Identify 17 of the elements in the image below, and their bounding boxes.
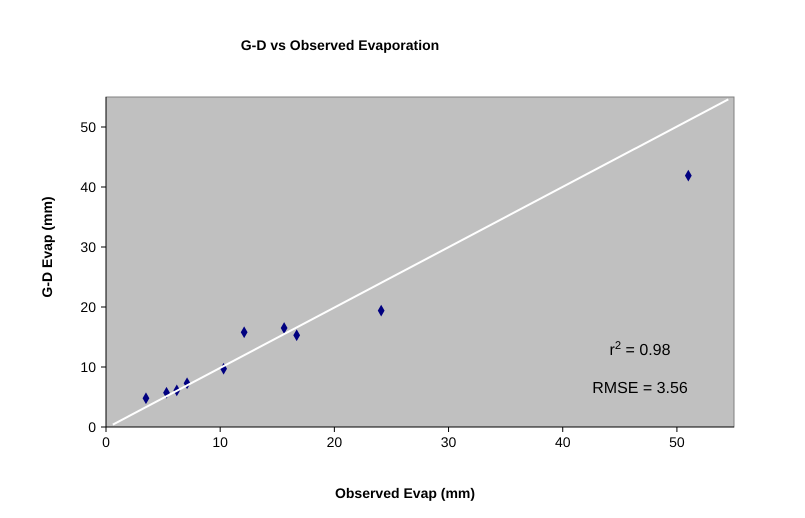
x-tick-label: 20: [326, 434, 342, 450]
y-axis-title: G-D Evap (mm): [39, 196, 55, 298]
chart-title: G-D vs Observed Evaporation: [240, 37, 440, 53]
x-tick-label: 10: [212, 434, 228, 450]
y-tick-label: 20: [80, 298, 96, 315]
x-tick-label: 30: [440, 434, 457, 450]
y-tick-label: 30: [80, 238, 96, 255]
annotation: RMSE = 3.56: [592, 380, 688, 397]
y-tick-label: 40: [80, 178, 96, 195]
y-tick-label: 50: [80, 118, 96, 135]
y-tick-label: 10: [80, 358, 96, 375]
annotation: r$^{2}$ = 0.98: [610, 340, 671, 359]
x-tick-label: 0: [102, 434, 110, 450]
x-axis-title: Observed Evap (mm): [334, 485, 476, 501]
x-tick-label: 40: [554, 434, 571, 450]
x-tick-label: 50: [669, 434, 685, 450]
y-tick-label: 0: [88, 418, 96, 435]
